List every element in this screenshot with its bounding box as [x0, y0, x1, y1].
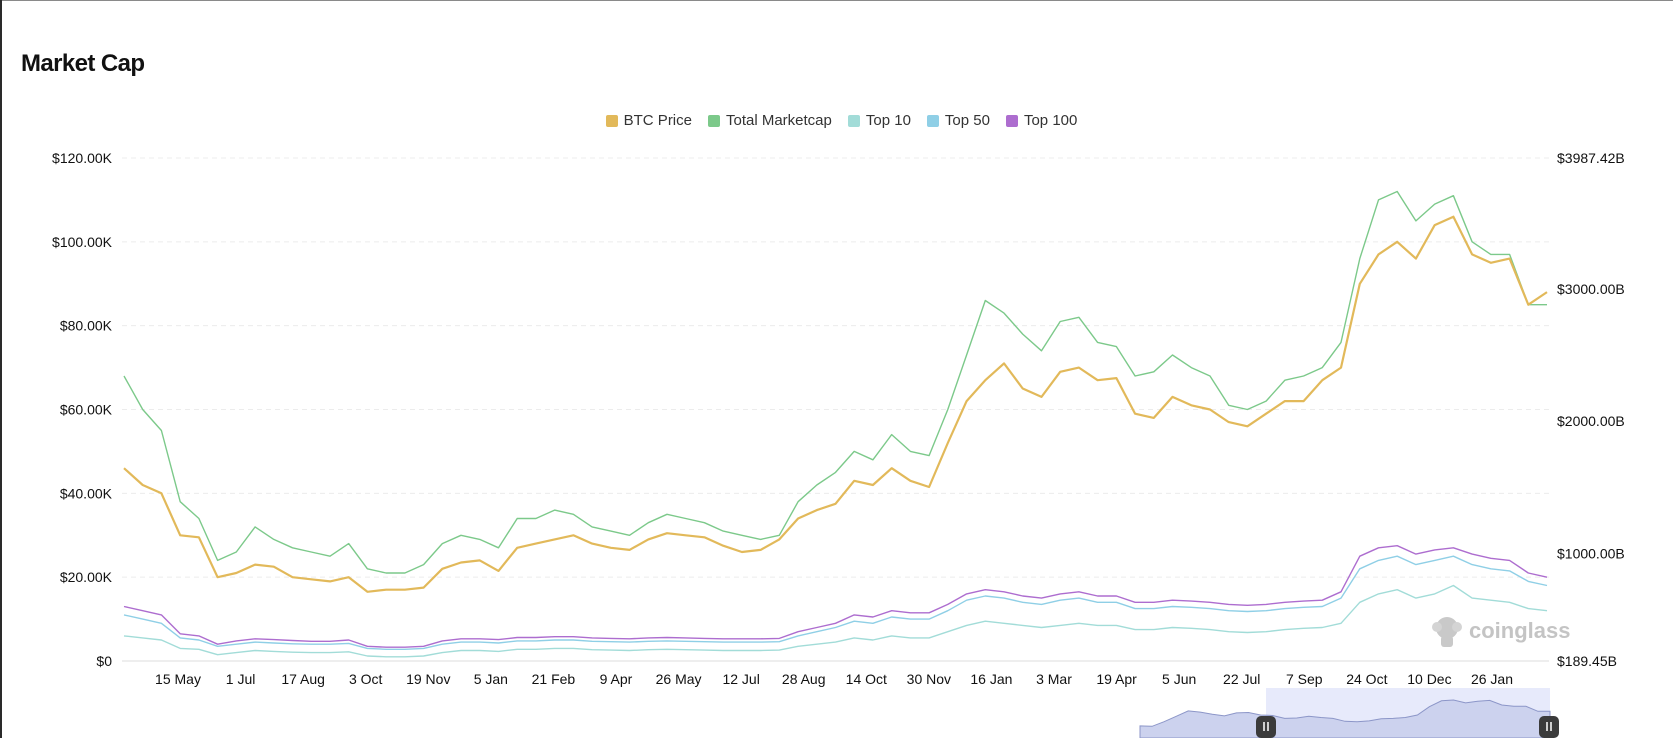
chart-legend: BTC Price Total Marketcap Top 10 Top 50 … — [0, 112, 1673, 129]
x-tick-label: 21 Feb — [532, 671, 576, 687]
grid-lines — [122, 157, 1549, 662]
x-tick-label: 10 Dec — [1407, 671, 1451, 687]
y-left-tick-label: $60.00K — [60, 402, 113, 418]
x-tick-label: 16 Jan — [970, 671, 1012, 687]
legend-swatch — [707, 114, 720, 127]
y-left-tick-label: $100.00K — [52, 234, 113, 250]
legend-swatch — [605, 114, 618, 127]
legend-swatch — [926, 114, 939, 127]
range-navigator[interactable] — [1139, 688, 1559, 738]
y-left-tick-label: $40.00K — [60, 485, 113, 501]
x-tick-label: 5 Jun — [1162, 671, 1196, 687]
navigator-area — [1139, 699, 1551, 738]
series-line-top-100 — [123, 545, 1548, 648]
x-tick-label: 19 Nov — [406, 671, 450, 687]
y-right-tick-label: $3000.00B — [1557, 281, 1625, 297]
coinglass-logo-icon — [1432, 617, 1462, 647]
window-left-border — [0, 0, 2, 738]
x-axis: 15 May 1 Jul 17 Aug 3 Oct 19 Nov 5 Jan 21 Feb 9… — [155, 671, 1513, 687]
x-tick-label: 14 Oct — [846, 671, 887, 687]
navigator-handle-right[interactable] — [1539, 716, 1559, 738]
x-tick-label: 7 Sep — [1286, 671, 1323, 687]
series-line-top-50 — [123, 555, 1548, 650]
x-tick-label: 22 Jul — [1223, 671, 1260, 687]
x-tick-label: 15 May — [155, 671, 201, 687]
y-axis-right: $189.45B $1000.00B $2000.00B $3000.00B $3987… — [1557, 150, 1625, 669]
y-left-tick-label: $0 — [96, 653, 112, 669]
x-tick-label: 24 Oct — [1346, 671, 1387, 687]
y-left-tick-label: $20.00K — [60, 569, 113, 585]
y-left-tick-label: $120.00K — [52, 150, 113, 166]
legend-label: Top 100 — [1023, 112, 1078, 129]
y-axis-left: $0 $20.00K $40.00K $60.00K $80.00K $100.00K $1… — [52, 150, 113, 669]
x-tick-label: 9 Apr — [600, 671, 633, 687]
y-right-tick-label: $189.45B — [1557, 653, 1617, 669]
legend-label: Top 10 — [865, 112, 911, 129]
legend-item-btc-price[interactable]: BTC Price — [605, 112, 692, 129]
x-tick-label: 3 Mar — [1036, 671, 1072, 687]
x-tick-label: 1 Jul — [226, 671, 256, 687]
coinglass-watermark: coinglass — [1432, 617, 1570, 647]
legend-swatch — [1005, 114, 1018, 127]
y-right-tick-label: $1000.00B — [1557, 546, 1625, 562]
y-left-tick-label: $80.00K — [60, 318, 113, 334]
x-tick-label: 3 Oct — [349, 671, 383, 687]
x-tick-label: 17 Aug — [281, 671, 325, 687]
legend-label: Top 50 — [944, 112, 990, 129]
window-top-border — [0, 0, 1673, 1]
chart-title: Market Cap — [21, 50, 145, 77]
legend-swatch — [847, 114, 860, 127]
legend-item-top-50[interactable]: Top 50 — [926, 112, 990, 129]
legend-item-total-marketcap[interactable]: Total Marketcap — [707, 112, 832, 129]
series-lines — [123, 190, 1548, 658]
x-tick-label: 5 Jan — [474, 671, 508, 687]
x-tick-label: 28 Aug — [782, 671, 826, 687]
legend-label: Total Marketcap — [725, 112, 832, 129]
x-tick-label: 19 Apr — [1096, 671, 1137, 687]
legend-label: BTC Price — [623, 112, 692, 129]
navigator-handle-left[interactable] — [1256, 716, 1276, 738]
x-tick-label: 12 Jul — [722, 671, 759, 687]
legend-item-top-100[interactable]: Top 100 — [1005, 112, 1078, 129]
series-line-top-10 — [123, 584, 1548, 658]
y-right-tick-label: $3987.42B — [1557, 150, 1625, 166]
x-tick-label: 26 Jan — [1471, 671, 1513, 687]
x-tick-label: 26 May — [656, 671, 702, 687]
legend-item-top-10[interactable]: Top 10 — [847, 112, 911, 129]
series-line-total-marketcap — [123, 190, 1547, 574]
watermark-text: coinglass — [1469, 618, 1570, 643]
y-right-tick-label: $2000.00B — [1557, 413, 1625, 429]
series-line-btc-price — [123, 215, 1548, 593]
x-tick-label: 30 Nov — [907, 671, 951, 687]
